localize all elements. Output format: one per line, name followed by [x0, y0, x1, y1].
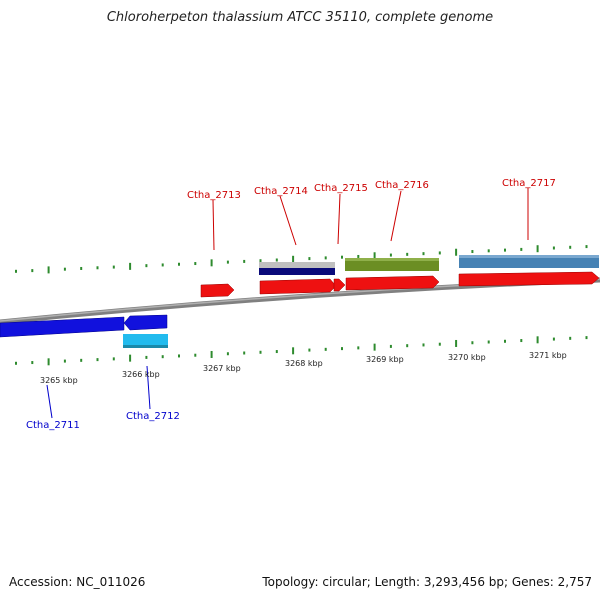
label-leaders — [46, 188, 529, 419]
gene-ctha-2711-cds[interactable] — [0, 316, 125, 338]
leader-ctha-2712 — [146, 365, 151, 410]
map-title: Chloroherpeton thalassium ATCC 35110, co… — [106, 10, 494, 25]
leader-ctha-2714 — [279, 195, 297, 246]
gene-ctha-2717-steel-block[interactable] — [459, 255, 599, 268]
kbp-3266: 3266 kbp — [122, 370, 160, 379]
gene-ctha-2712-cyan-shadow — [123, 345, 168, 348]
gene-ctha-2716-olive-block[interactable] — [345, 258, 439, 271]
tick-row-inner — [15, 336, 588, 366]
kbp-3268: 3268 kbp — [285, 359, 323, 368]
gene-ctha-2716-cds[interactable] — [345, 275, 440, 291]
label-ctha-2717[interactable]: Ctha_2717 — [502, 178, 556, 189]
kbp-3265: 3265 kbp — [40, 376, 78, 385]
label-ctha-2711[interactable]: Ctha_2711 — [26, 420, 80, 431]
label-ctha-2712[interactable]: Ctha_2712 — [126, 411, 180, 422]
gene-ctha-2717-cds[interactable] — [458, 271, 600, 287]
tick-row-outer — [15, 245, 588, 274]
kbp-3270: 3270 kbp — [448, 353, 486, 362]
gene-label-layer: Ctha_2711 Ctha_2712 Ctha_2713 Ctha_2714 … — [26, 178, 556, 431]
feature-track — [0, 255, 600, 348]
topology-summary: Topology: circular; Length: 3,293,456 bp… — [262, 575, 592, 589]
label-ctha-2713[interactable]: Ctha_2713 — [187, 190, 241, 201]
kbp-3267: 3267 kbp — [203, 364, 241, 373]
scale-labels: 3265 kbp 3266 kbp 3267 kbp 3268 kbp 3269… — [40, 351, 567, 385]
gene-ctha-2712-cds[interactable] — [123, 314, 168, 331]
label-ctha-2714[interactable]: Ctha_2714 — [254, 186, 308, 197]
gene-ctha-2712-cyan-block[interactable] — [123, 334, 168, 346]
gene-ctha-2714-grey-block[interactable] — [259, 262, 335, 268]
gene-ctha-2714-navy-block[interactable] — [259, 268, 335, 275]
accession-text: Accession: NC_011026 — [9, 575, 146, 589]
gene-ctha-2716-olive-highlight — [345, 258, 439, 261]
leader-ctha-2715 — [337, 193, 341, 245]
label-ctha-2715[interactable]: Ctha_2715 — [314, 183, 368, 194]
gene-ctha-2715[interactable] — [333, 278, 346, 292]
label-ctha-2716[interactable]: Ctha_2716 — [375, 180, 429, 191]
gene-ctha-2717-steel-highlight — [459, 255, 599, 258]
kbp-3269: 3269 kbp — [366, 355, 404, 364]
leader-ctha-2716 — [390, 190, 402, 242]
kbp-3271: 3271 kbp — [529, 351, 567, 360]
gene-ctha-2714-cds[interactable] — [259, 278, 337, 295]
leader-ctha-2713 — [212, 199, 215, 251]
leader-ctha-2711 — [46, 384, 53, 419]
gene-ctha-2713[interactable] — [200, 283, 235, 298]
